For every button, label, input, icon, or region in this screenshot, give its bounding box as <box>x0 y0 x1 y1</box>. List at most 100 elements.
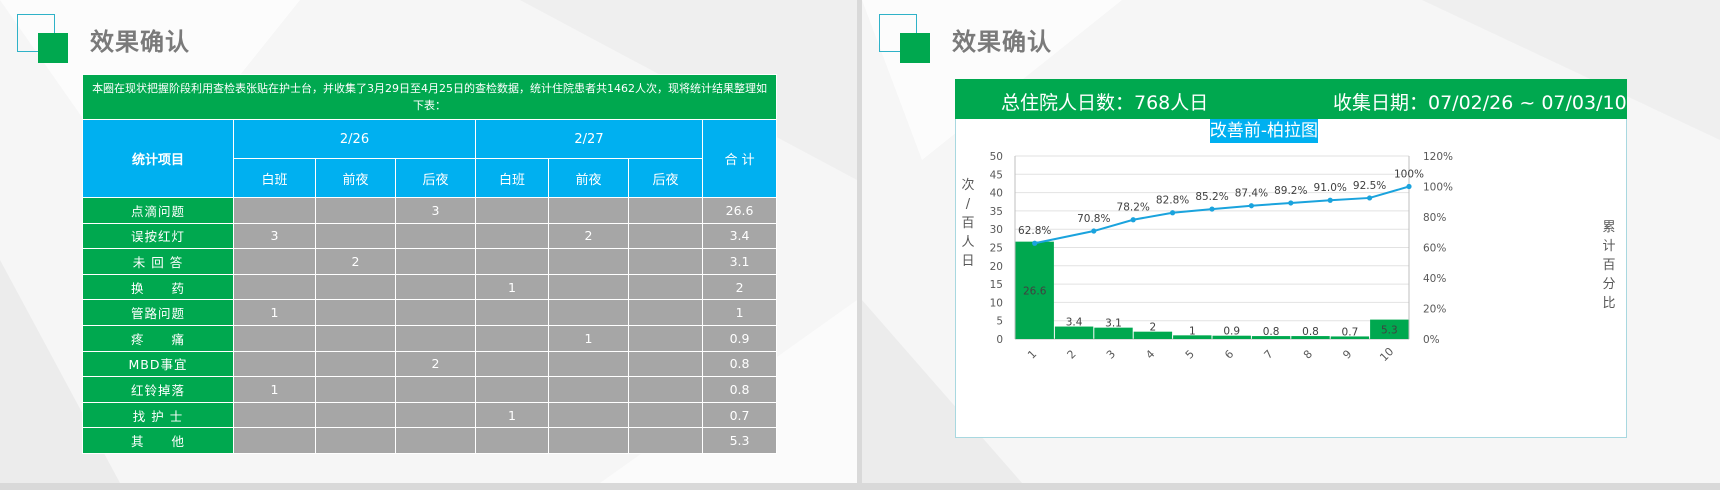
table-cell <box>628 324 703 352</box>
bar <box>1212 335 1251 339</box>
table-cell <box>628 248 703 275</box>
bar-value-label: 0.8 <box>1302 326 1319 338</box>
bar <box>1251 336 1291 339</box>
row-label: 误按红灯 <box>82 222 234 250</box>
table-row: 其 他 5.3 <box>82 427 778 454</box>
y-tick-label: 0 <box>996 334 1003 346</box>
cumulative-point <box>1032 240 1038 246</box>
table-cell <box>395 299 476 326</box>
row-total: 3.1 <box>701 248 778 275</box>
table-cell <box>395 376 476 403</box>
bar-value-label: 3.4 <box>1066 317 1083 329</box>
y-axis-title-char: 日 <box>961 254 974 269</box>
y-tick-label: 50 <box>990 151 1003 163</box>
slide-title: 效果确认 <box>90 28 190 56</box>
table-cell <box>628 299 703 326</box>
row-label: 换 药 <box>82 273 234 301</box>
y2-tick-label: 40% <box>1423 273 1446 285</box>
table-cell <box>628 197 703 224</box>
row-label: 未 回 答 <box>82 248 234 275</box>
table-cell <box>548 401 629 429</box>
cumulative-label: 87.4% <box>1235 188 1268 200</box>
y-axis-title-char: / <box>966 197 971 212</box>
bar <box>1133 331 1173 339</box>
table-cell: 3 <box>233 222 316 250</box>
table-cell <box>475 299 549 326</box>
table-cell <box>233 427 316 454</box>
table-cell <box>315 197 396 224</box>
table-cell <box>315 273 396 301</box>
title-decoration-square <box>38 33 68 63</box>
cumulative-point <box>1091 228 1097 234</box>
table-cell <box>475 197 549 224</box>
row-label: MBD事宜 <box>82 350 234 378</box>
table-cell <box>548 427 629 454</box>
table-cell: 1 <box>475 401 549 429</box>
y2-axis-title-char: 计 <box>1602 239 1615 254</box>
chart-header-bar: 总住院人日数：768人日 收集日期：07/02/26 ~ 07/03/10 <box>955 79 1627 119</box>
table-row: 管路问题 1 1 <box>82 299 778 326</box>
table-cell <box>628 401 703 429</box>
table-row: 红铃掉落 1 0.8 <box>82 376 778 403</box>
table-cell <box>395 427 476 454</box>
cumulative-label: 82.8% <box>1156 195 1189 207</box>
y-tick-label: 40 <box>990 188 1003 200</box>
table-cell: 3 <box>395 197 476 224</box>
y-tick-label: 45 <box>990 169 1003 181</box>
header-shift: 后夜 <box>628 158 703 198</box>
row-total: 0.9 <box>701 324 778 352</box>
cumulative-label: 100% <box>1394 169 1424 181</box>
row-label: 疼 痛 <box>82 324 234 352</box>
row-label: 点滴问题 <box>82 197 234 224</box>
collection-date: 收集日期：07/02/26 ~ 07/03/10 <box>1333 92 1627 114</box>
table-cell: 1 <box>548 324 629 352</box>
table-cell <box>395 324 476 352</box>
table-cell <box>395 273 476 301</box>
x-tick-label: 8 <box>1301 347 1315 361</box>
bar <box>1015 241 1054 339</box>
table-cell <box>233 350 316 378</box>
cumulative-point <box>1170 210 1176 216</box>
x-tick-label: 10 <box>1377 345 1396 364</box>
table-cell <box>315 324 396 352</box>
pareto-chart: 改善前-柏拉图051015202530354045500%20%40%60%80… <box>961 119 1616 364</box>
table-cell <box>548 376 629 403</box>
bar <box>1173 335 1212 339</box>
y-tick-label: 10 <box>990 297 1003 309</box>
x-tick-label: 1 <box>1025 347 1039 361</box>
table-cell <box>395 222 476 250</box>
row-total: 1 <box>701 299 778 326</box>
table-cell <box>233 401 316 429</box>
table-cell <box>475 376 549 403</box>
table-cell <box>548 299 629 326</box>
row-label: 红铃掉落 <box>82 376 234 403</box>
bar <box>1330 336 1370 339</box>
y-tick-label: 30 <box>990 224 1003 236</box>
row-total: 2 <box>701 273 778 301</box>
table-cell <box>475 248 549 275</box>
table-cell <box>548 273 629 301</box>
table-intro-text: 本圈在现状把握阶段利用查检表张贴在护士台，并收集了3月29日至4月25日的查检数… <box>81 74 778 120</box>
header-date: 2/26 <box>233 119 476 159</box>
cumulative-point <box>1367 195 1373 201</box>
bar <box>1054 326 1094 339</box>
table-cell <box>233 248 316 275</box>
cumulative-label: 70.8% <box>1077 213 1110 225</box>
cumulative-line <box>1034 185 1410 245</box>
table-cell <box>475 324 549 352</box>
bar-value-label: 2 <box>1150 322 1157 334</box>
cumulative-label: 78.2% <box>1117 202 1150 214</box>
bar <box>1291 336 1330 339</box>
y2-tick-label: 120% <box>1423 151 1453 163</box>
x-tick-label: 9 <box>1340 347 1354 361</box>
table-cell <box>315 401 396 429</box>
y2-axis-title-char: 分 <box>1602 277 1615 292</box>
bar <box>1094 327 1133 339</box>
x-tick-label: 7 <box>1262 347 1276 361</box>
table-cell <box>548 197 629 224</box>
y2-tick-label: 0% <box>1423 334 1440 346</box>
table-cell: 2 <box>395 350 476 378</box>
table-cell <box>315 427 396 454</box>
x-tick-label: 5 <box>1183 347 1197 361</box>
table-cell <box>548 350 629 378</box>
